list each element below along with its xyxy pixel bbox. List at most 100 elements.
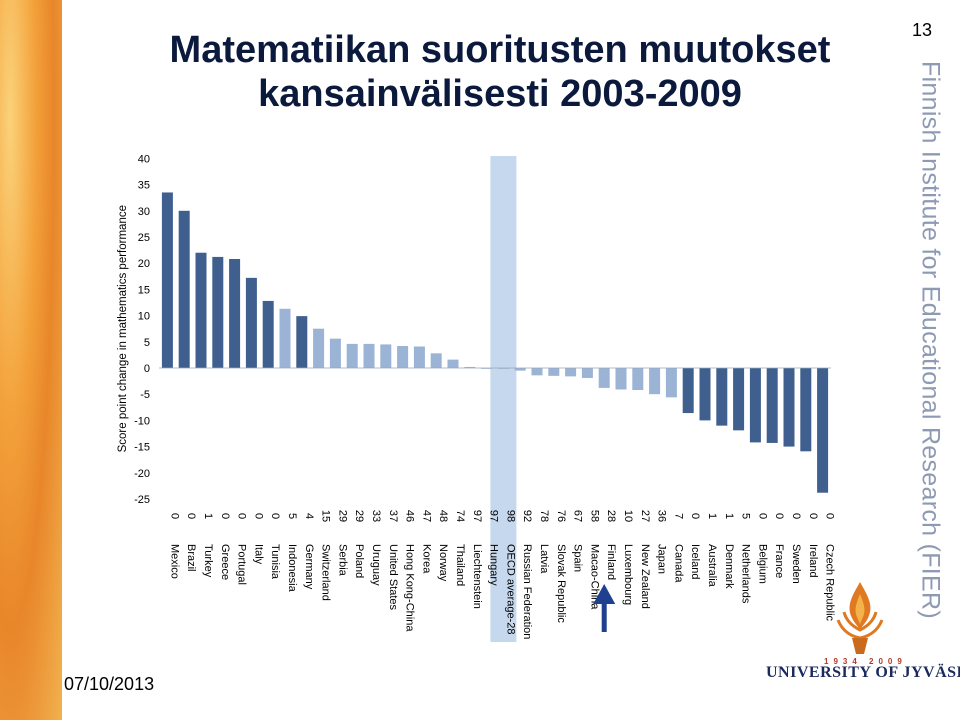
category-number: 46 — [404, 510, 416, 522]
y-tick-label: 15 — [138, 284, 150, 296]
category-label: 15 Switzerland — [320, 510, 332, 601]
category-label: 0 Brazil — [185, 513, 197, 572]
category-number: 92 — [521, 510, 533, 522]
category-country: Macao-China — [588, 544, 600, 610]
bar-ireland — [800, 368, 812, 452]
category-country: Latvia — [538, 544, 550, 574]
category-number: 1 — [723, 513, 735, 519]
category-number: 47 — [420, 510, 432, 522]
category-label: 0 France — [773, 513, 785, 578]
bar-macao-china — [581, 368, 593, 378]
category-country: Greece — [219, 544, 231, 580]
category-number: 4 — [303, 513, 315, 519]
bar-luxembourg — [615, 368, 627, 390]
category-number: 15 — [320, 510, 332, 522]
category-number: 5 — [740, 513, 752, 519]
category-country: Uruguay — [370, 544, 382, 586]
decorative-side-band — [0, 0, 62, 720]
category-label: 0 Greece — [219, 513, 231, 580]
category-label: 27 New Zealand — [639, 510, 651, 609]
category-country: Iceland — [689, 544, 701, 579]
category-label: 0 Tunisia — [269, 513, 281, 580]
category-country: Brazil — [185, 544, 197, 572]
category-country: Spain — [572, 544, 584, 572]
category-number: 48 — [437, 510, 449, 522]
bar-germany — [296, 316, 308, 368]
category-number: 58 — [588, 510, 600, 522]
category-label: 67 Spain — [572, 510, 584, 572]
category-country: OECD average-28 — [504, 544, 516, 635]
category-number: 74 — [454, 510, 466, 522]
category-number: 78 — [538, 510, 550, 522]
category-number: 5 — [286, 513, 298, 519]
bar-portugal — [229, 259, 241, 368]
bar-liechtenstein — [464, 366, 476, 368]
bar-mexico — [161, 192, 173, 368]
category-label: 1 Turkey — [202, 513, 214, 578]
bar-czech-republic — [817, 368, 829, 493]
y-tick-label: -20 — [134, 468, 150, 480]
category-number: 0 — [790, 513, 802, 519]
category-country: Australia — [706, 544, 718, 588]
category-country: France — [773, 544, 785, 578]
category-number: 0 — [807, 513, 819, 519]
category-number: 29 — [336, 510, 348, 522]
y-tick-label: 20 — [138, 258, 150, 270]
category-label: 98 OECD average-28 — [504, 510, 516, 635]
bar-new-zealand — [632, 368, 644, 391]
category-country: Norway — [437, 544, 449, 582]
category-country: Liechtenstein — [471, 544, 483, 609]
category-label: 36 Japan — [656, 510, 668, 574]
bar-japan — [649, 368, 661, 395]
category-country: Turkey — [202, 544, 214, 578]
category-country: Sweden — [790, 544, 802, 584]
category-country: Canada — [672, 544, 684, 583]
title-line-2: kansainvälisesti 2003-2009 — [258, 73, 742, 115]
category-label: 0 Italy — [252, 513, 264, 565]
university-logo: 1934 2009 UNIVERSITY OF JYVÄSKYLÄ — [760, 572, 960, 720]
bar-serbia — [329, 338, 341, 368]
category-number: 0 — [689, 513, 701, 519]
category-number: 7 — [672, 513, 684, 519]
category-label: 7 Canada — [672, 513, 684, 583]
category-label: 0 Ireland — [807, 513, 819, 578]
category-country: Switzerland — [320, 544, 332, 601]
category-number: 1 — [706, 513, 718, 519]
bar-italy — [245, 277, 257, 368]
category-country: Italy — [252, 544, 264, 565]
y-tick-label: 30 — [138, 206, 150, 218]
title-line-1: Matematiikan suoritusten muutokset — [169, 29, 831, 71]
bar-canada — [665, 368, 677, 398]
category-number: 0 — [219, 513, 231, 519]
category-label: 0 Sweden — [790, 513, 802, 584]
category-country: Russian Federation — [521, 544, 533, 639]
category-label: 46 Hong Kong-China — [404, 510, 416, 632]
category-country: Ireland — [807, 544, 819, 578]
category-country: Serbia — [336, 544, 348, 577]
category-country: Thailand — [454, 544, 466, 586]
category-country: Mexico — [168, 544, 180, 579]
category-country: Netherlands — [740, 544, 752, 604]
bar-tunisia — [262, 300, 274, 368]
y-axis-title: Score point change in mathematics perfor… — [117, 205, 129, 452]
bar-australia — [699, 368, 711, 421]
category-number: 0 — [252, 513, 264, 519]
category-number: 0 — [168, 513, 180, 519]
category-label: 5 Indonesia — [286, 513, 298, 593]
category-number: 0 — [824, 513, 836, 519]
bar-norway — [430, 353, 442, 368]
bar-brazil — [178, 210, 190, 368]
category-label: 1 Australia — [706, 513, 718, 588]
category-country: New Zealand — [639, 544, 651, 609]
oecd-highlight-band — [490, 156, 517, 642]
category-label: 0 Czech Republic — [824, 513, 836, 622]
category-country: Finland — [605, 544, 617, 580]
category-country: Germany — [303, 544, 315, 590]
bar-belgium — [749, 368, 761, 443]
category-label: 92 Russian Federation — [521, 510, 533, 640]
category-country: Indonesia — [286, 544, 298, 593]
y-tick-label: 10 — [138, 311, 150, 323]
category-number: 10 — [622, 510, 634, 522]
category-country: Poland — [353, 544, 365, 578]
category-label: 1 Denmark — [723, 513, 735, 589]
